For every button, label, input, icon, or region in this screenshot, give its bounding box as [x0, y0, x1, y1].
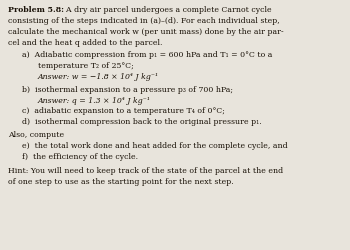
Text: Answer: q = 1.3 × 10⁴ J kg⁻¹: Answer: q = 1.3 × 10⁴ J kg⁻¹	[38, 96, 151, 104]
Text: b)  isothermal expansion to a pressure p₃ of 700 hPa;: b) isothermal expansion to a pressure p₃…	[22, 86, 233, 94]
Text: of one step to use as the starting point for the next step.: of one step to use as the starting point…	[8, 178, 233, 186]
Text: f)  the efficiency of the cycle.: f) the efficiency of the cycle.	[22, 152, 138, 160]
Text: temperature T₂ of 25°C;: temperature T₂ of 25°C;	[38, 62, 134, 70]
Text: Also, compute: Also, compute	[8, 130, 64, 138]
Text: c)  adiabatic expansion to a temperature T₄ of 0°C;: c) adiabatic expansion to a temperature …	[22, 107, 225, 115]
Text: Problem 5.8:: Problem 5.8:	[8, 6, 64, 14]
Text: Answer: w = −1.8 × 10⁴ J kg⁻¹: Answer: w = −1.8 × 10⁴ J kg⁻¹	[38, 73, 159, 81]
Text: a)  Adiabatic compression from p₁ = 600 hPa and T₁ = 0°C to a: a) Adiabatic compression from p₁ = 600 h…	[22, 51, 272, 59]
Text: consisting of the steps indicated in (a)–(d). For each individual step,: consisting of the steps indicated in (a)…	[8, 17, 279, 25]
Text: d)  isothermal compression back to the original pressure p₁.: d) isothermal compression back to the or…	[22, 118, 261, 126]
Text: calculate the mechanical work w (per unit mass) done by the air par-: calculate the mechanical work w (per uni…	[8, 28, 284, 36]
Text: A dry air parcel undergoes a complete Carnot cycle: A dry air parcel undergoes a complete Ca…	[61, 6, 272, 14]
Text: cel and the heat q added to the parcel.: cel and the heat q added to the parcel.	[8, 38, 162, 46]
Text: Hint: You will need to keep track of the state of the parcel at the end: Hint: You will need to keep track of the…	[8, 167, 283, 175]
Text: e)  the total work done and heat added for the complete cycle, and: e) the total work done and heat added fo…	[22, 141, 287, 149]
